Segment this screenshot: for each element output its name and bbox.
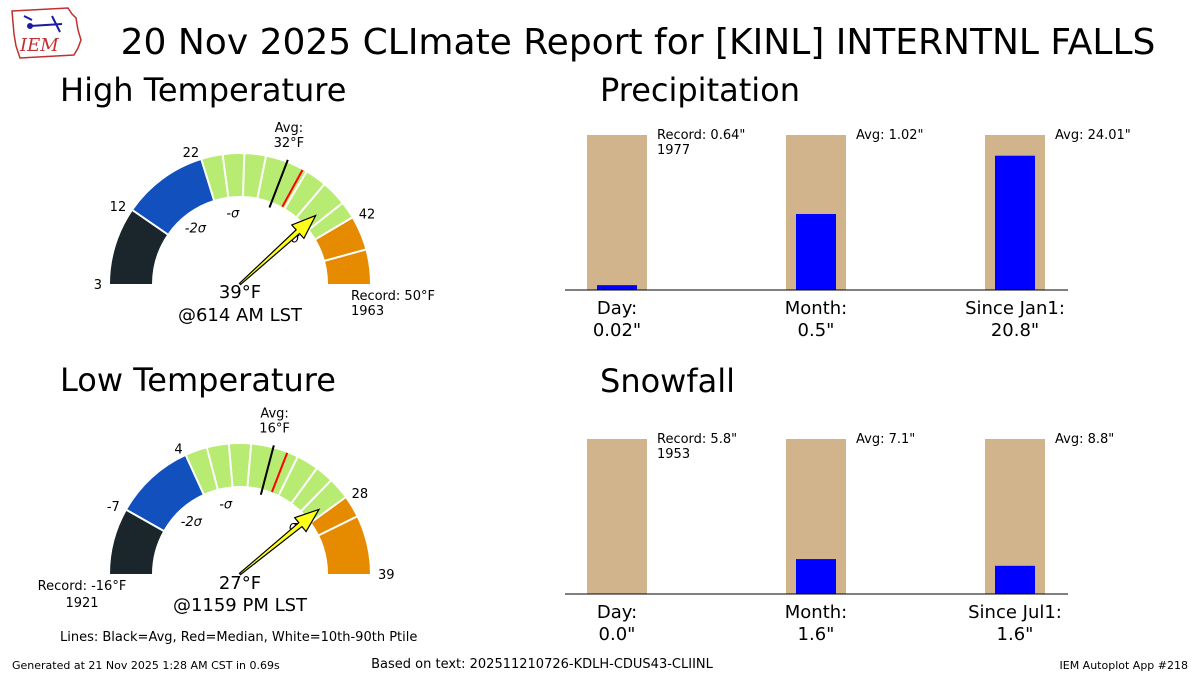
percentile-line <box>283 170 308 210</box>
bar-value-label: Month: 1.6" <box>785 602 847 645</box>
bar-value-label: Day: 0.0" <box>597 602 637 645</box>
sigma-label: -2σ <box>181 515 203 530</box>
gauge-segment-high <box>315 217 370 284</box>
panel-title: Precipitation <box>600 71 800 109</box>
gauge-tick-label: 22 <box>183 146 200 161</box>
lines-legend-note: Lines: Black=Avg, Red=Median, White=10th… <box>60 630 417 645</box>
gauge-segment-low <box>132 159 214 235</box>
sigma-label: σ <box>291 232 300 247</box>
gauge-segment-normal <box>185 444 346 523</box>
high-temperature-gauge: High Temperature Avg: 32°F 3 12 22 42 -2σ -σ σ 39°… <box>60 71 435 326</box>
percentile-line <box>314 216 354 241</box>
percentile-line <box>317 515 359 537</box>
percentile-line <box>277 455 299 497</box>
percentile-line <box>125 508 165 533</box>
gauge-tick-label: 4 <box>174 442 182 457</box>
reference-label: Avg: 7.1" <box>856 432 915 447</box>
reference-bar <box>587 439 647 594</box>
percentile-line <box>299 479 333 513</box>
percentile-line <box>200 158 216 202</box>
percentile-line <box>221 154 230 198</box>
iowa-outline-icon <box>11 7 82 59</box>
percentile-line <box>256 155 268 199</box>
bar-value-label: Since Jan1: 20.8" <box>965 298 1065 341</box>
average-label: Avg: 32°F <box>274 121 305 151</box>
sigma-label: -σ <box>226 206 240 221</box>
logo-text: IEM <box>19 35 59 56</box>
reference-label: Avg: 8.8" <box>1055 432 1114 447</box>
app-id: IEM Autoplot App #218 <box>1060 659 1189 672</box>
figure-title: 20 Nov 2025 CLImate Report for [KINL] IN… <box>121 22 1156 63</box>
percentile-line <box>131 209 169 236</box>
sigma-label: -σ <box>219 497 233 512</box>
percentile-line <box>309 496 347 524</box>
percentile-line <box>307 202 344 231</box>
value-bar <box>796 214 836 290</box>
source-text-id: Based on text: 202511210726-KDLH-CDUS43-… <box>371 657 714 672</box>
record-label: Record: 50°F 1963 <box>351 289 435 319</box>
generated-timestamp: Generated at 21 Nov 2025 1:28 AM CST in … <box>12 659 280 672</box>
bar-value-label: Month: 0.5" <box>785 298 847 341</box>
record-label: Record: -16°F 1921 <box>38 579 127 611</box>
gauge-value: 27°F <box>219 573 261 594</box>
gauge-segment-extreme_low <box>110 510 164 574</box>
percentile-line <box>246 443 253 488</box>
precipitation-chart: Precipitation Record: 0.64" 1977 Day: 0.02" A… <box>565 71 1131 341</box>
value-arrow-icon <box>238 214 317 286</box>
gauge-segment-low <box>126 455 204 531</box>
anemometer-icon <box>23 15 63 33</box>
gauge-time: @1159 PM LST <box>173 595 308 616</box>
median-line <box>270 452 289 493</box>
percentile-line <box>227 443 234 488</box>
value-bar <box>796 559 836 594</box>
gauge-tick-label: 42 <box>359 208 376 223</box>
gauge-tick-label: 12 <box>110 200 127 215</box>
percentile-line <box>290 467 318 505</box>
bar-value-label: Day: 0.02" <box>593 298 641 341</box>
reference-label: Avg: 1.02" <box>856 128 924 143</box>
sigma-label: -2σ <box>185 221 207 236</box>
value-bar <box>597 285 637 290</box>
average-line <box>259 445 275 495</box>
iem-logo: IEM <box>11 7 82 59</box>
gauge-tick-label: 28 <box>352 487 369 502</box>
snowfall-chart: Snowfall Record: 5.8" 1953 Day: 0.0" Avg: 7.1… <box>565 362 1114 645</box>
gauge-title: High Temperature <box>60 71 346 109</box>
gauge-title: Low Temperature <box>60 361 336 399</box>
average-line <box>268 159 289 208</box>
reference-label: Avg: 24.01" <box>1055 128 1131 143</box>
value-arrow-icon <box>238 508 321 576</box>
percentile-line <box>205 447 219 491</box>
value-bar <box>995 155 1035 290</box>
gauge-tick-label: 3 <box>94 278 102 293</box>
gauge-value: 39°F <box>219 282 261 303</box>
reference-label: Record: 5.8" 1953 <box>657 432 737 462</box>
bar-value-label: Since Jul1: 1.6" <box>968 602 1062 645</box>
reference-label: Record: 0.64" 1977 <box>657 128 745 158</box>
median-line <box>281 169 304 208</box>
gauge-tick-label: 39 <box>378 568 395 583</box>
reference-bar <box>587 135 647 290</box>
percentile-line <box>241 153 246 198</box>
gauge-time: @614 AM LST <box>178 305 303 326</box>
panel-title: Snowfall <box>600 362 735 400</box>
average-label: Avg: 16°F <box>259 406 290 436</box>
percentile-line <box>184 454 205 496</box>
value-bar <box>995 565 1035 594</box>
percentile-line <box>323 248 367 262</box>
percentile-line <box>295 183 326 219</box>
gauge-tick-label: -7 <box>107 500 120 515</box>
gauge-segment-extreme_low <box>110 210 168 284</box>
